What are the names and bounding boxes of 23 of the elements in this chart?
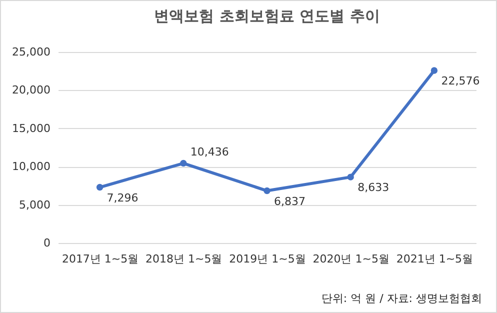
data-label: 10,436 (190, 145, 229, 158)
data-label: 22,576 (441, 74, 480, 88)
y-tick-label: 5,000 (19, 198, 50, 212)
point (430, 67, 438, 74)
x-tick-label: 2018년 1~5월 (146, 252, 222, 266)
x-tick-label: 2021년 1~5월 (396, 252, 474, 266)
data-label: 8,633 (358, 181, 390, 194)
y-tick-label: 20,000 (12, 84, 50, 97)
y-tick-label: 25,000 (12, 46, 50, 58)
point (180, 160, 187, 167)
point (264, 187, 270, 194)
text: 단위: 억 원 / 자료: 생명보험협회 (321, 291, 482, 306)
y-tick-label: 0 (44, 236, 50, 250)
chart-title: 변액보험 초회보험료 연도별 추이 (154, 7, 380, 25)
y-tick-label: 10,000 (12, 160, 50, 174)
x-tick-label: 2017년 1~5월 (62, 252, 139, 266)
point (96, 184, 104, 191)
x-tick-label: 2019년 1~5월 (229, 252, 306, 266)
x-tick-label: 2020년 1~5월 (312, 252, 390, 266)
data-label: 7,296 (106, 191, 138, 204)
data-label: 6,837 (274, 194, 306, 208)
point (347, 174, 354, 180)
y-tick-label: 15,000 (12, 122, 50, 135)
